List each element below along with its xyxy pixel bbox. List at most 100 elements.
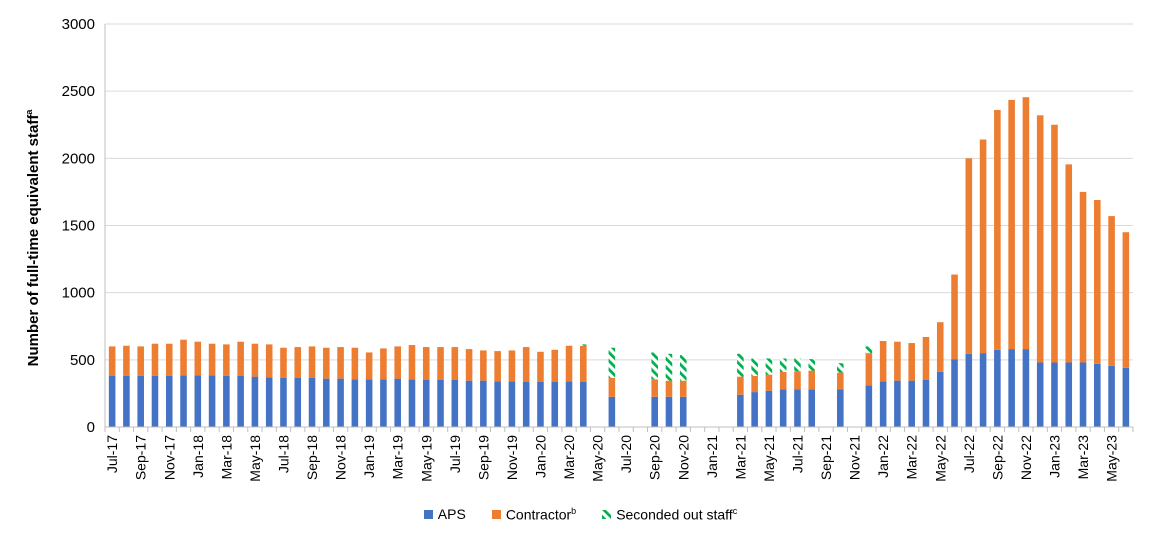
bar-aps-jul-18 xyxy=(280,377,287,427)
legend-label-contractor-sup: b xyxy=(571,506,577,516)
x-tick-label: Sep-21 xyxy=(818,435,834,480)
bar-aps-apr-22 xyxy=(922,379,930,427)
x-tick-label: Jan-20 xyxy=(532,435,548,478)
bar-contractor-dec-21 xyxy=(865,353,873,386)
bar-contractor-apr-18 xyxy=(237,341,244,376)
bar-aps-sep-22 xyxy=(994,349,1001,427)
x-tick-label: Jan-18 xyxy=(190,435,206,478)
bar-aps-aug-22 xyxy=(979,353,987,427)
bar-contractor-dec-22 xyxy=(1036,115,1044,363)
bar-contractor-mar-20 xyxy=(565,345,573,382)
bar-contractor-jun-22 xyxy=(951,274,958,360)
bar-contractor-aug-18 xyxy=(294,347,302,378)
bar-aps-oct-22 xyxy=(1008,349,1015,427)
bar-aps-oct-21 xyxy=(837,389,844,427)
x-tick-label: Mar-21 xyxy=(732,435,748,480)
bar-aps-apr-21 xyxy=(751,392,758,427)
bar-contractor-may-19 xyxy=(422,347,430,380)
bar-contractor-feb-23 xyxy=(1065,164,1073,363)
bar-contractor-may-18 xyxy=(251,343,259,377)
x-tick-label: May-22 xyxy=(932,435,948,482)
bar-seconded-out-staff-dec-21 xyxy=(865,346,873,354)
bar-contractor-apr-23 xyxy=(1094,199,1101,364)
bar-contractor-aug-19 xyxy=(465,349,473,381)
y-tick-label: 2500 xyxy=(62,83,95,100)
bar-aps-aug-19 xyxy=(465,380,473,427)
bar-contractor-jun-18 xyxy=(265,344,273,378)
bar-aps-dec-17 xyxy=(180,375,187,427)
bar-aps-oct-20 xyxy=(665,396,673,427)
bar-aps-dec-19 xyxy=(522,381,530,427)
legend-swatch-contractor xyxy=(491,509,501,519)
legend-label-seconded: Seconded out staffc xyxy=(616,506,737,523)
bar-contractor-feb-19 xyxy=(380,348,387,380)
bar-contractor-feb-22 xyxy=(894,341,901,381)
bar-contractor-nov-18 xyxy=(337,347,344,379)
bar-seconded-out-staff-may-21 xyxy=(765,358,773,375)
legend-item-contractor: Contractorb xyxy=(491,506,576,523)
gridlines xyxy=(105,23,1133,361)
bar-contractor-oct-20 xyxy=(665,380,673,397)
bar-aps-feb-23 xyxy=(1065,362,1073,427)
bar-contractor-apr-22 xyxy=(922,336,930,380)
bar-aps-feb-20 xyxy=(551,381,559,427)
x-tick-label: Nov-20 xyxy=(675,435,691,480)
x-tick-label: Jan-22 xyxy=(875,435,891,478)
x-axis: Jul-17 Sep-17 Nov-17 Jan-18 Mar-18 May-18 Jul-… xyxy=(104,24,1134,482)
x-tick-label: Sep-19 xyxy=(475,435,491,480)
y-axis-label: Number of full-time equivalent staffa xyxy=(24,109,42,367)
bar-contractor-jan-22 xyxy=(879,341,887,382)
bar-aps-jul-19 xyxy=(451,379,459,427)
x-tick-label: Sep-18 xyxy=(304,435,320,480)
x-tick-label: Jan-21 xyxy=(704,435,720,478)
x-tick-label: Nov-22 xyxy=(1018,435,1034,480)
legend-item-aps: APS xyxy=(423,506,466,523)
legend-swatch-aps xyxy=(423,509,433,519)
legend-label-seconded-text: Seconded out staff xyxy=(616,506,733,523)
bar-contractor-jul-18 xyxy=(280,347,287,378)
bar-seconded-out-staff-sep-20 xyxy=(651,352,658,380)
bar-contractor-aug-22 xyxy=(979,139,987,354)
bar-aps-feb-18 xyxy=(208,375,216,427)
bar-aps-may-22 xyxy=(936,371,944,427)
x-tick-label: May-20 xyxy=(590,435,606,482)
bar-contractor-jan-18 xyxy=(194,341,202,376)
bar-contractor-may-21 xyxy=(765,374,773,391)
bar-seconded-out-staff-oct-21 xyxy=(837,363,844,373)
y-axis-label-text: Number of full-time equivalent staff xyxy=(25,114,42,367)
bar-aps-apr-19 xyxy=(408,379,416,427)
bar-aps-jan-20 xyxy=(537,381,544,427)
bar-contractor-jul-19 xyxy=(451,347,459,380)
bar-seconded-out-staff-mar-21 xyxy=(737,353,744,377)
bar-aps-jul-22 xyxy=(965,353,973,427)
bar-aps-sep-20 xyxy=(651,396,658,427)
bar-aps-jan-18 xyxy=(194,375,202,427)
y-tick-label: 1500 xyxy=(62,218,95,235)
bar-aps-nov-22 xyxy=(1022,349,1030,427)
bar-seconded-out-staff-apr-20 xyxy=(580,344,587,346)
bar-contractor-jan-20 xyxy=(537,351,544,382)
bar-aps-jun-21 xyxy=(779,389,787,427)
bar-aps-oct-17 xyxy=(151,375,159,427)
bar-aps-nov-17 xyxy=(165,375,173,427)
bar-contractor-feb-18 xyxy=(208,343,216,376)
x-tick-label: May-21 xyxy=(761,435,777,482)
x-tick-label: Sep-22 xyxy=(989,435,1005,480)
y-axis-ticks: 0 500 1000 1500 2000 2500 3000 xyxy=(62,16,95,436)
bar-aps-apr-23 xyxy=(1094,363,1101,427)
bar-seconded-out-staff-jun-21 xyxy=(779,358,787,372)
bar-aps-jun-22 xyxy=(951,359,958,427)
bar-aps-dec-21 xyxy=(865,385,873,427)
bar-aps-feb-22 xyxy=(894,380,901,427)
x-tick-label: Jul-22 xyxy=(961,435,977,473)
bar-contractor-jun-23 xyxy=(1122,232,1130,368)
bar-aps-mar-18 xyxy=(223,375,230,427)
legend-label-contractor: Contractorb xyxy=(506,506,576,523)
bar-contractor-jun-19 xyxy=(437,347,444,380)
bar-contractor-apr-19 xyxy=(408,345,416,380)
y-tick-label: 0 xyxy=(87,419,95,436)
bar-contractor-mar-23 xyxy=(1079,191,1087,363)
bar-contractor-dec-19 xyxy=(522,347,530,382)
x-tick-label: Mar-19 xyxy=(390,435,406,480)
bar-contractor-oct-19 xyxy=(494,351,501,382)
